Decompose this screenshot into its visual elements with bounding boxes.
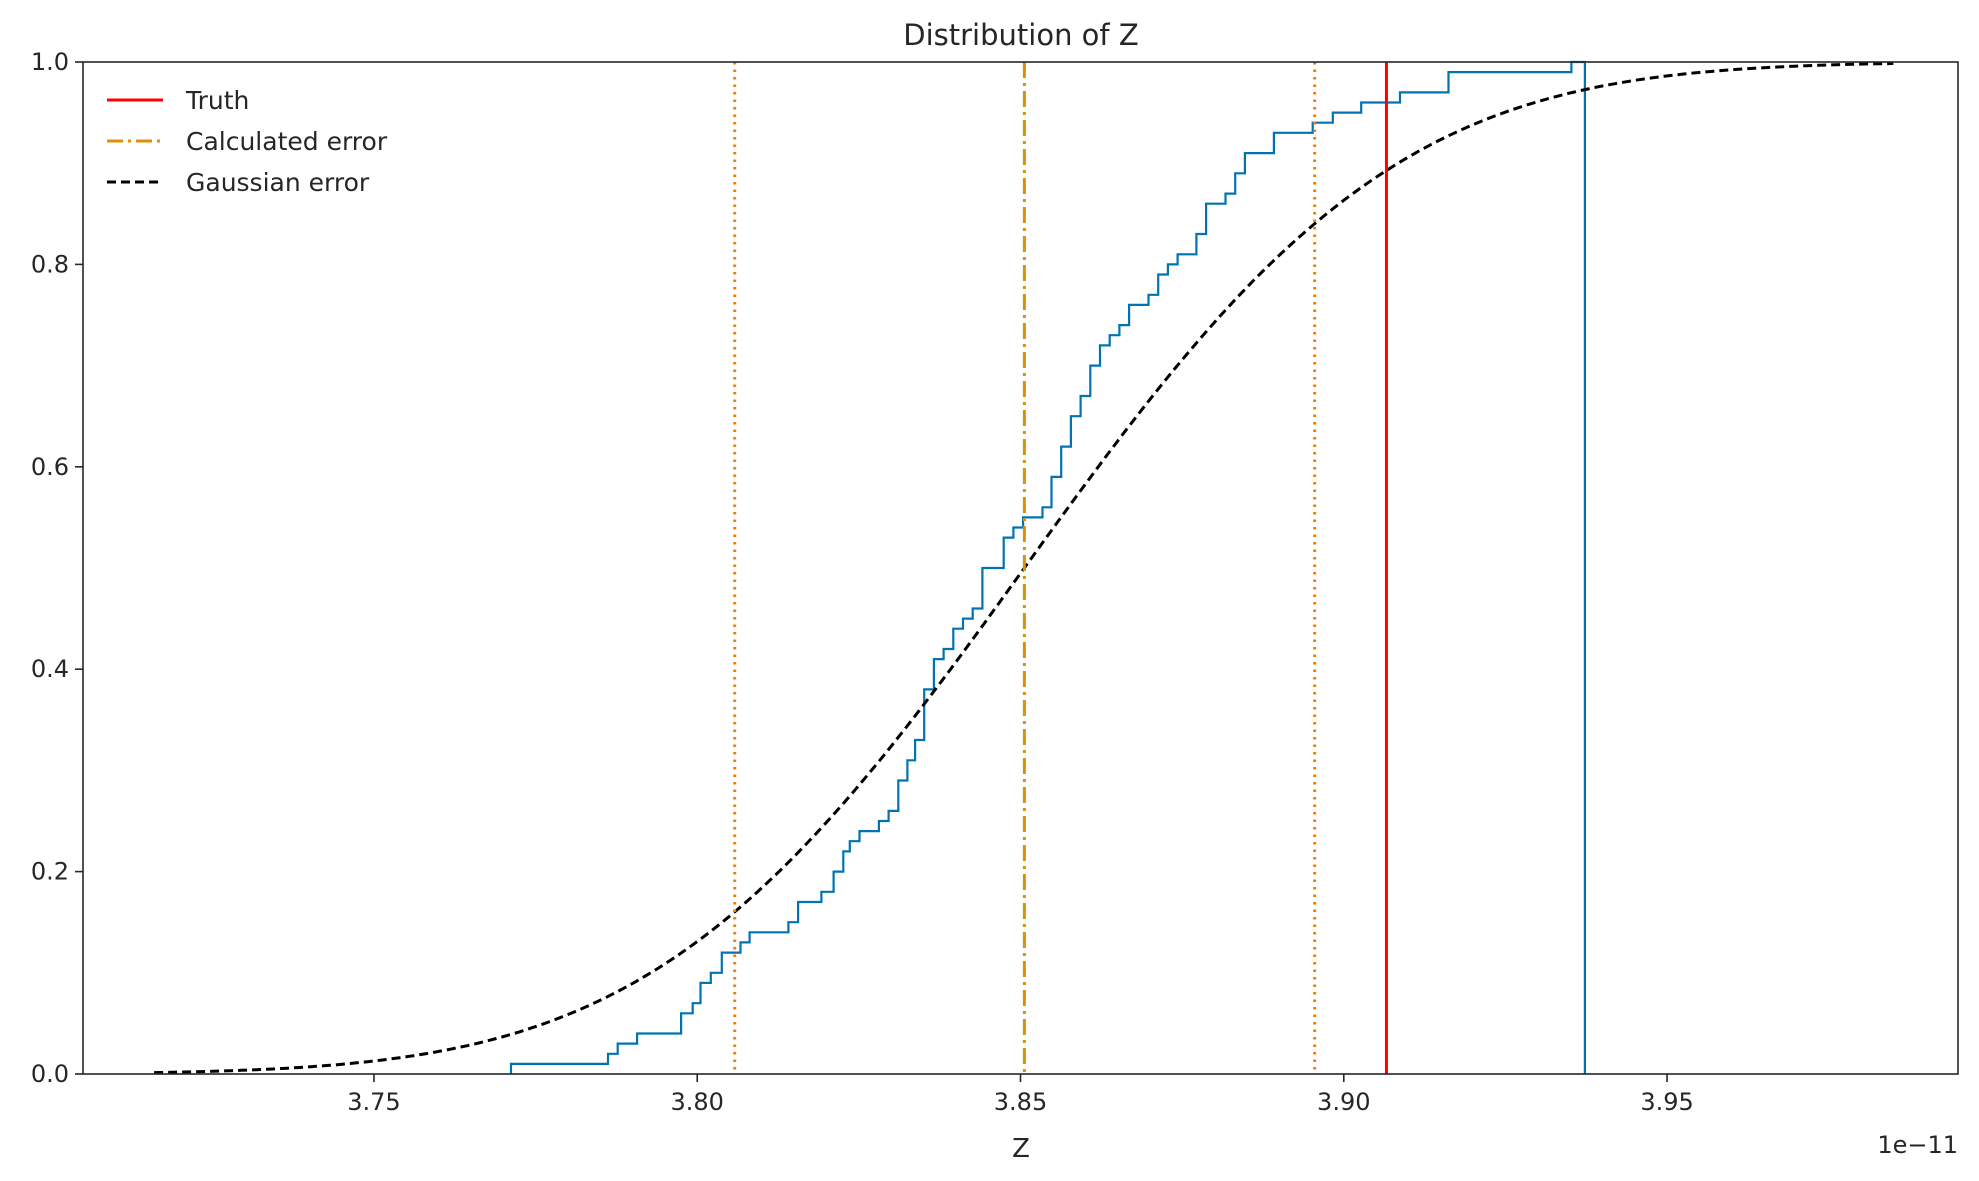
y-tick-label: 0.2	[31, 858, 69, 886]
legend-label: Gaussian error	[186, 168, 370, 197]
chart-title: Distribution of Z	[903, 18, 1138, 52]
x-axis-label: Z	[1012, 1134, 1030, 1164]
y-tick-label: 0.6	[31, 453, 69, 481]
empirical-cdf-line	[509, 60, 1587, 1074]
y-tick-label: 0.8	[31, 250, 69, 278]
legend-label: Truth	[185, 86, 249, 115]
legend: Truth Calculated error Gaussian error	[107, 86, 388, 197]
x-tick-label: 3.90	[1317, 1088, 1370, 1116]
plot-area: 3.75 3.80 3.85 3.90 3.95 0.0 0.2 0.4 0.6 0.8 1.0	[31, 48, 1959, 1116]
x-tick-label: 3.80	[671, 1088, 724, 1116]
y-tick-label: 0.4	[31, 655, 69, 683]
y-tick-label: 1.0	[31, 48, 69, 76]
legend-label: Calculated error	[186, 127, 388, 156]
x-tick-label: 3.95	[1640, 1088, 1693, 1116]
x-tick-label: 3.75	[347, 1088, 400, 1116]
y-tick-label: 0.0	[31, 1060, 69, 1088]
axes-frame	[82, 61, 1959, 1075]
x-tick-label: 3.85	[994, 1088, 1047, 1116]
x-axis-offset-text: 1e−11	[1877, 1131, 1958, 1159]
